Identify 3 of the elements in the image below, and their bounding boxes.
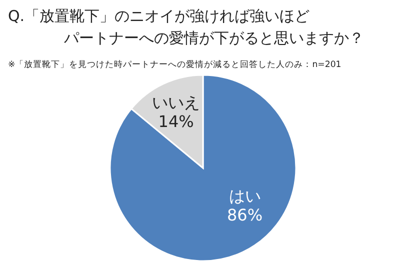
annotation: ※「放置靴下」を見つけた時パートナーへの愛情が減ると回答した人のみ：n=201 [8,60,342,70]
subtitle: パートナーへの愛情が下がると思いますか？ [64,29,364,47]
title: Q.「放置靴下」のニオイが強ければ強いほど [8,7,310,25]
